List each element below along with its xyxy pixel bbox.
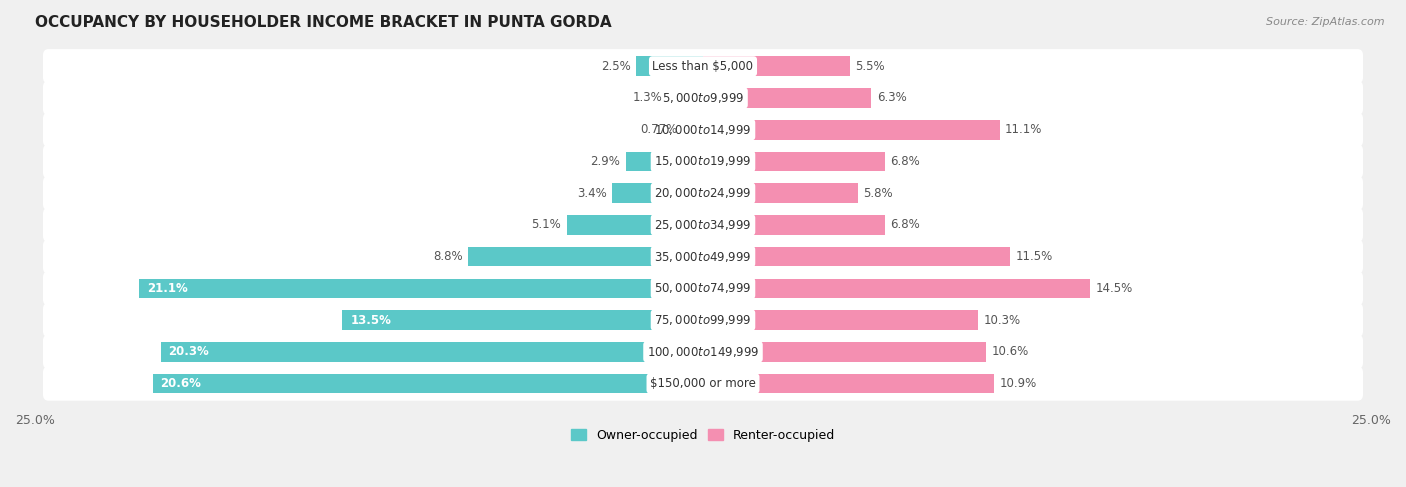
Text: $75,000 to $99,999: $75,000 to $99,999 xyxy=(654,313,752,327)
Text: 21.1%: 21.1% xyxy=(148,282,188,295)
FancyBboxPatch shape xyxy=(44,366,1362,401)
Text: 1.3%: 1.3% xyxy=(633,92,662,105)
FancyBboxPatch shape xyxy=(44,81,1362,115)
FancyBboxPatch shape xyxy=(44,271,1362,305)
Bar xyxy=(703,88,872,108)
Bar xyxy=(567,215,703,235)
Bar xyxy=(682,120,703,140)
Bar xyxy=(612,183,703,203)
Text: 10.6%: 10.6% xyxy=(991,345,1029,358)
Text: $100,000 to $149,999: $100,000 to $149,999 xyxy=(647,345,759,359)
Text: 20.3%: 20.3% xyxy=(169,345,209,358)
Text: 5.1%: 5.1% xyxy=(531,218,561,231)
Text: $25,000 to $34,999: $25,000 to $34,999 xyxy=(654,218,752,232)
Text: Less than $5,000: Less than $5,000 xyxy=(652,60,754,73)
Text: $20,000 to $24,999: $20,000 to $24,999 xyxy=(654,186,752,200)
FancyBboxPatch shape xyxy=(44,208,1362,242)
Text: 10.9%: 10.9% xyxy=(1000,377,1036,390)
Bar xyxy=(342,310,703,330)
Text: 0.77%: 0.77% xyxy=(640,123,678,136)
Bar xyxy=(152,374,703,393)
Text: 13.5%: 13.5% xyxy=(350,314,391,327)
Text: 11.1%: 11.1% xyxy=(1005,123,1042,136)
Text: 20.6%: 20.6% xyxy=(160,377,201,390)
Bar xyxy=(160,342,703,362)
Text: 6.3%: 6.3% xyxy=(877,92,907,105)
Bar xyxy=(703,151,884,171)
Text: 2.5%: 2.5% xyxy=(602,60,631,73)
Bar xyxy=(703,247,1011,266)
Bar xyxy=(703,215,884,235)
Text: 2.9%: 2.9% xyxy=(591,155,620,168)
FancyBboxPatch shape xyxy=(44,49,1362,83)
Text: $35,000 to $49,999: $35,000 to $49,999 xyxy=(654,250,752,263)
Text: 6.8%: 6.8% xyxy=(890,218,920,231)
Bar xyxy=(703,310,979,330)
Bar xyxy=(626,151,703,171)
Text: $10,000 to $14,999: $10,000 to $14,999 xyxy=(654,123,752,137)
FancyBboxPatch shape xyxy=(44,176,1362,210)
Text: OCCUPANCY BY HOUSEHOLDER INCOME BRACKET IN PUNTA GORDA: OCCUPANCY BY HOUSEHOLDER INCOME BRACKET … xyxy=(35,15,612,30)
Bar xyxy=(636,56,703,76)
Text: 5.5%: 5.5% xyxy=(855,60,884,73)
Bar xyxy=(703,183,858,203)
Legend: Owner-occupied, Renter-occupied: Owner-occupied, Renter-occupied xyxy=(567,424,839,447)
FancyBboxPatch shape xyxy=(44,144,1362,179)
Bar xyxy=(703,374,994,393)
Text: 5.8%: 5.8% xyxy=(863,187,893,200)
Text: 8.8%: 8.8% xyxy=(433,250,463,263)
Bar xyxy=(703,342,986,362)
Text: 6.8%: 6.8% xyxy=(890,155,920,168)
FancyBboxPatch shape xyxy=(44,240,1362,274)
Text: $50,000 to $74,999: $50,000 to $74,999 xyxy=(654,281,752,295)
FancyBboxPatch shape xyxy=(44,303,1362,337)
Bar xyxy=(468,247,703,266)
Text: 11.5%: 11.5% xyxy=(1015,250,1053,263)
Bar xyxy=(703,279,1091,298)
Text: 3.4%: 3.4% xyxy=(576,187,607,200)
Text: 14.5%: 14.5% xyxy=(1095,282,1133,295)
Text: 10.3%: 10.3% xyxy=(984,314,1021,327)
Bar xyxy=(668,88,703,108)
FancyBboxPatch shape xyxy=(44,335,1362,369)
Bar xyxy=(703,56,851,76)
Text: Source: ZipAtlas.com: Source: ZipAtlas.com xyxy=(1267,17,1385,27)
Bar xyxy=(139,279,703,298)
Text: $15,000 to $19,999: $15,000 to $19,999 xyxy=(654,154,752,169)
Text: $150,000 or more: $150,000 or more xyxy=(650,377,756,390)
FancyBboxPatch shape xyxy=(44,112,1362,147)
Text: $5,000 to $9,999: $5,000 to $9,999 xyxy=(662,91,744,105)
Bar xyxy=(703,120,1000,140)
